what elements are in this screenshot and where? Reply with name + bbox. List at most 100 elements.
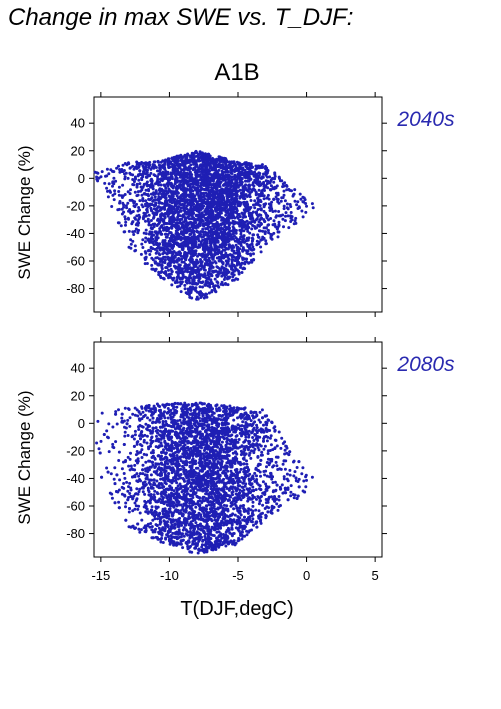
data-point xyxy=(191,244,195,248)
data-point xyxy=(162,219,166,223)
data-point xyxy=(247,177,251,180)
data-point xyxy=(135,214,139,218)
data-point xyxy=(215,216,219,220)
data-point xyxy=(109,472,113,476)
data-point xyxy=(146,249,150,253)
data-point xyxy=(281,182,285,186)
data-point xyxy=(132,204,136,208)
data-point xyxy=(231,193,235,197)
data-point xyxy=(233,229,237,233)
data-point xyxy=(245,166,249,170)
data-point xyxy=(123,215,127,219)
data-point xyxy=(107,182,111,186)
data-point xyxy=(181,155,185,159)
data-point xyxy=(262,187,266,191)
data-point xyxy=(293,199,297,203)
data-point xyxy=(272,198,276,201)
data-point xyxy=(160,246,164,250)
data-point xyxy=(232,177,236,181)
data-point xyxy=(201,230,205,234)
data-point xyxy=(223,161,227,165)
data-point xyxy=(170,216,174,220)
data-point xyxy=(296,200,300,204)
data-point xyxy=(213,249,217,253)
series-points-2080s xyxy=(95,401,314,555)
data-point xyxy=(179,175,183,179)
data-point xyxy=(245,172,249,176)
data-point xyxy=(253,199,257,203)
data-point xyxy=(205,262,209,266)
data-point xyxy=(250,258,253,262)
data-point xyxy=(190,214,194,218)
data-point xyxy=(228,164,232,167)
data-point xyxy=(153,260,157,264)
data-point xyxy=(139,252,143,256)
data-point xyxy=(190,177,194,181)
data-point xyxy=(210,200,214,204)
data-point xyxy=(128,208,132,211)
data-point xyxy=(197,159,201,163)
data-point xyxy=(304,202,308,205)
data-point xyxy=(143,256,147,260)
y-tick-label: 0 xyxy=(78,416,85,431)
data-point xyxy=(281,217,285,221)
data-point xyxy=(207,185,211,189)
data-point xyxy=(220,440,224,444)
data-point xyxy=(225,221,229,225)
data-point xyxy=(174,176,178,180)
data-point xyxy=(163,261,167,265)
data-point xyxy=(201,227,205,231)
data-point xyxy=(208,248,212,252)
data-point xyxy=(198,164,202,168)
data-point xyxy=(175,157,179,161)
data-point xyxy=(205,200,209,203)
data-point xyxy=(211,269,214,273)
data-point xyxy=(259,223,263,227)
data-point xyxy=(237,251,241,255)
data-point xyxy=(256,223,260,227)
data-point xyxy=(138,182,142,186)
data-point xyxy=(178,284,182,288)
data-point xyxy=(126,161,130,165)
y-axis-title: SWE Change (%) xyxy=(15,390,34,524)
data-point xyxy=(150,267,154,271)
data-point xyxy=(105,167,109,171)
data-point xyxy=(167,182,171,186)
data-point xyxy=(299,197,303,201)
data-point xyxy=(180,225,184,229)
data-point xyxy=(148,230,152,234)
data-point xyxy=(194,269,198,273)
data-point xyxy=(188,266,192,270)
data-point xyxy=(145,161,148,165)
data-point xyxy=(194,226,198,230)
data-point xyxy=(167,187,171,191)
data-point xyxy=(171,194,175,198)
data-point xyxy=(181,162,185,165)
data-point xyxy=(187,188,191,192)
data-point xyxy=(206,178,210,181)
data-point xyxy=(281,185,285,189)
data-point xyxy=(225,240,229,244)
data-point xyxy=(164,193,168,197)
data-point xyxy=(127,464,131,468)
data-point xyxy=(264,239,268,243)
data-point xyxy=(221,222,225,225)
data-point xyxy=(163,240,167,244)
data-point xyxy=(279,199,283,203)
data-point xyxy=(200,235,204,239)
data-point xyxy=(213,277,217,281)
data-point xyxy=(215,275,219,279)
data-point xyxy=(193,263,197,267)
data-point xyxy=(129,188,132,192)
data-point xyxy=(289,211,293,214)
page-title: Change in max SWE vs. T_DJF: xyxy=(8,4,354,31)
data-point xyxy=(204,292,208,296)
data-point xyxy=(117,221,121,225)
data-point xyxy=(117,164,120,168)
data-point xyxy=(223,232,226,236)
data-point xyxy=(272,180,276,184)
data-point xyxy=(194,240,198,244)
data-point xyxy=(150,234,154,238)
data-point xyxy=(212,176,216,180)
data-point xyxy=(232,168,236,172)
